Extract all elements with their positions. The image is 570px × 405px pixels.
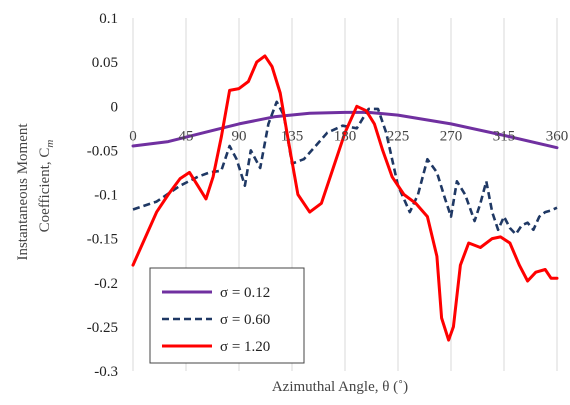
x-tick-label: 135 — [281, 128, 304, 144]
y-tick-label: -0.25 — [87, 320, 118, 336]
y-tick-label: -0.05 — [87, 143, 118, 159]
x-tick-labels: 0 45 90 135 180 225 270 315 360 — [129, 128, 568, 144]
y-tick-label: -0.3 — [94, 364, 118, 380]
x-tick-label: 315 — [493, 128, 516, 144]
x-tick-label: 180 — [334, 128, 357, 144]
x-tick-label: 90 — [232, 128, 247, 144]
series-line-2 — [131, 54, 559, 342]
legend: σ = 0.12 σ = 0.60 σ = 1.20 — [149, 267, 305, 364]
y-tick-label: -0.1 — [94, 188, 118, 204]
y-tick-labels: 0.1 0.05 0 -0.05 -0.1 -0.15 -0.2 -0.25 -0.3 — [87, 11, 118, 380]
x-tick-label: 270 — [440, 128, 463, 144]
y-axis-title-main: Coefficient, C — [37, 148, 53, 233]
legend-label: σ = 0.12 — [220, 285, 270, 301]
x-axis-title: Azimuthal Angle, θ (˚) — [272, 379, 408, 395]
y-tick-label: -0.2 — [94, 276, 118, 292]
series-line-0 — [131, 110, 559, 150]
y-tick-label: 0 — [111, 99, 119, 115]
x-tick-label: 225 — [387, 128, 410, 144]
y-tick-label: 0.1 — [99, 11, 118, 27]
x-tick-label: 0 — [129, 128, 137, 144]
y-axis-title: Instantaneous Moment Coefficient, Cm — [15, 123, 56, 261]
x-tick-label: 45 — [179, 128, 194, 144]
y-tick-label: -0.15 — [87, 232, 118, 248]
gridlines — [132, 18, 558, 371]
y-axis-title-subscript: m — [44, 140, 56, 148]
x-tick-label: 360 — [546, 128, 569, 144]
y-axis-title-line1: Instantaneous Moment — [15, 123, 31, 261]
y-axis-title-line2: Coefficient, Cm — [37, 140, 56, 233]
legend-label: σ = 1.20 — [220, 339, 270, 355]
legend-label: σ = 0.60 — [220, 312, 270, 328]
y-tick-label: 0.05 — [92, 55, 118, 71]
series-lines — [131, 54, 559, 342]
